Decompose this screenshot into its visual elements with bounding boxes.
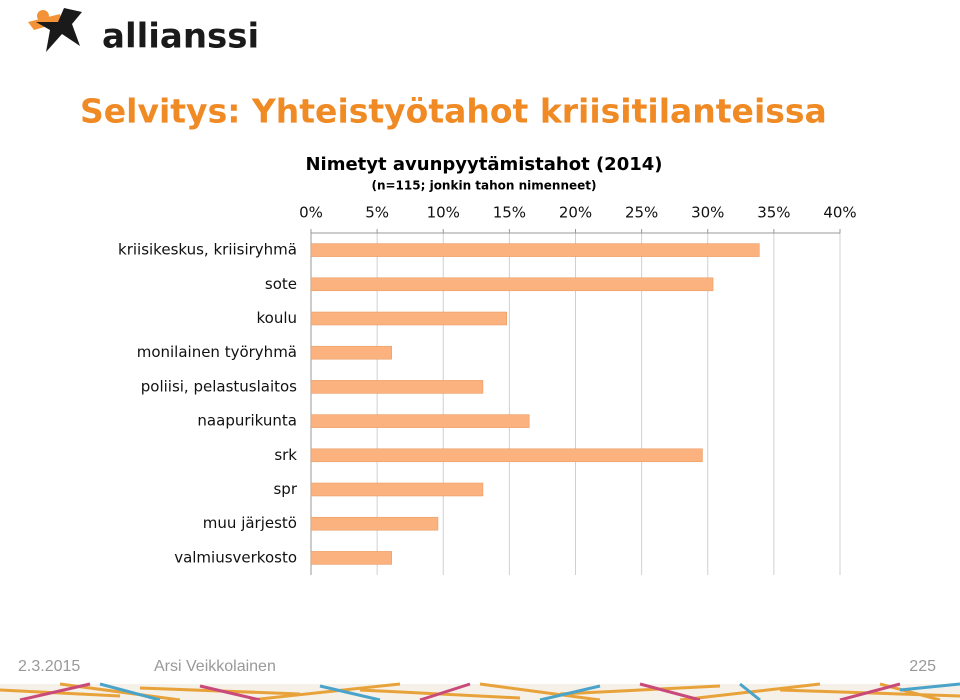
decor-stripe <box>0 682 960 700</box>
y-tick-label: muu järjestö <box>203 514 297 532</box>
y-tick-label: monilainen työryhmä <box>137 343 297 361</box>
x-tick-label: 10% <box>427 204 460 222</box>
footer-page: 225 <box>909 658 936 675</box>
bar <box>310 551 392 565</box>
bar <box>310 482 484 497</box>
x-tick-label: 0% <box>299 204 323 222</box>
bar <box>310 516 439 531</box>
bar <box>310 277 714 292</box>
x-tick-label: 15% <box>493 204 526 222</box>
logo-text: allianssi <box>102 17 259 57</box>
plot: 0% 5% 10% 15% 20% 25% 30% 35% 40% kriisikeskus, k… <box>118 204 857 575</box>
x-tick-label: 40% <box>823 204 856 222</box>
bar <box>310 311 507 326</box>
y-tick-label: spr <box>273 480 297 498</box>
bar <box>310 414 530 428</box>
y-tick-label: sote <box>265 275 297 293</box>
bar <box>310 345 392 360</box>
footer-date: 2.3.2015 <box>18 658 80 675</box>
bar <box>310 380 484 394</box>
chart-subtitle: (n=115; jonkin tahon nimenneet) <box>371 179 596 193</box>
bar <box>310 448 703 463</box>
x-tick-label: 5% <box>365 204 389 222</box>
x-tick-label: 20% <box>559 204 592 222</box>
chart-title: Nimetyt avunpyytämistahot (2014) <box>305 154 662 175</box>
y-tick-label: valmiusverkosto <box>174 548 297 566</box>
slide-title: Selvitys: Yhteistyötahot kriisitilanteis… <box>80 92 827 131</box>
logo-icon <box>28 8 82 52</box>
y-tick-label: poliisi, pelastuslaitos <box>141 377 297 395</box>
x-tick-label: 30% <box>691 204 724 222</box>
y-tick-label: koulu <box>256 309 297 327</box>
y-tick-label: kriisikeskus, kriisiryhmä <box>118 241 297 259</box>
footer-author: Arsi Veikkolainen <box>154 658 276 675</box>
y-tick-label: naapurikunta <box>197 412 297 430</box>
bar <box>310 243 760 257</box>
x-tick-label: 35% <box>757 204 790 222</box>
x-tick-label: 25% <box>625 204 658 222</box>
y-tick-label: srk <box>274 446 297 464</box>
